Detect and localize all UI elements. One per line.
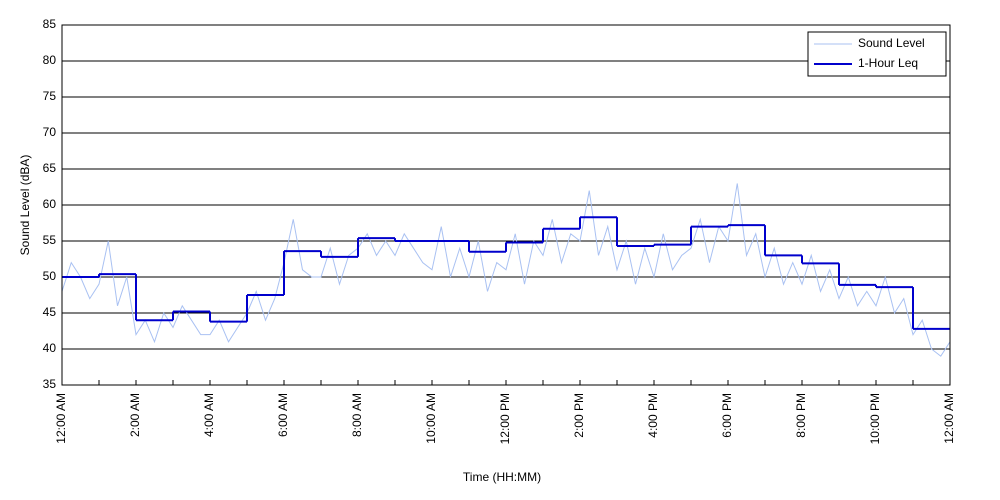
legend-label: 1-Hour Leq: [858, 56, 918, 70]
plot-frame: [61, 24, 951, 386]
x-tick-label: 8:00 PM: [794, 393, 808, 438]
x-tick-label: 8:00 AM: [350, 393, 364, 437]
x-tick-label: 10:00 AM: [424, 393, 438, 444]
x-tick-label: 12:00 AM: [54, 393, 68, 444]
y-axis-title: Sound Level (dBA): [18, 155, 32, 256]
y-tick-label: 50: [43, 269, 57, 283]
y-tick-label: 80: [43, 53, 57, 67]
x-tick-label: 6:00 PM: [720, 393, 734, 438]
x-tick-label: 4:00 AM: [202, 393, 216, 437]
y-tick-label: 55: [43, 233, 57, 247]
y-tick-label: 60: [43, 197, 57, 211]
y-tick-label: 35: [43, 377, 57, 391]
x-tick-label: 12:00 AM: [942, 393, 956, 444]
legend-label: Sound Level: [858, 36, 925, 50]
y-tick-label: 75: [43, 89, 57, 103]
x-axis-title: Time (HH:MM): [463, 470, 541, 484]
y-tick-label: 70: [43, 125, 57, 139]
x-tick-label: 2:00 PM: [572, 393, 586, 438]
x-tick-label: 10:00 PM: [868, 393, 882, 444]
sound-level-line: [61, 183, 951, 357]
y-tick-label: 40: [43, 341, 57, 355]
x-tick-label: 12:00 PM: [498, 393, 512, 444]
x-tick-label: 6:00 AM: [276, 393, 290, 437]
x-tick-label: 4:00 PM: [646, 393, 660, 438]
x-tick-label: 2:00 AM: [128, 393, 142, 437]
y-tick-label: 85: [43, 17, 57, 31]
y-tick-label: 65: [43, 161, 57, 175]
y-tick-label: 45: [43, 305, 57, 319]
legend-box: [807, 31, 947, 77]
